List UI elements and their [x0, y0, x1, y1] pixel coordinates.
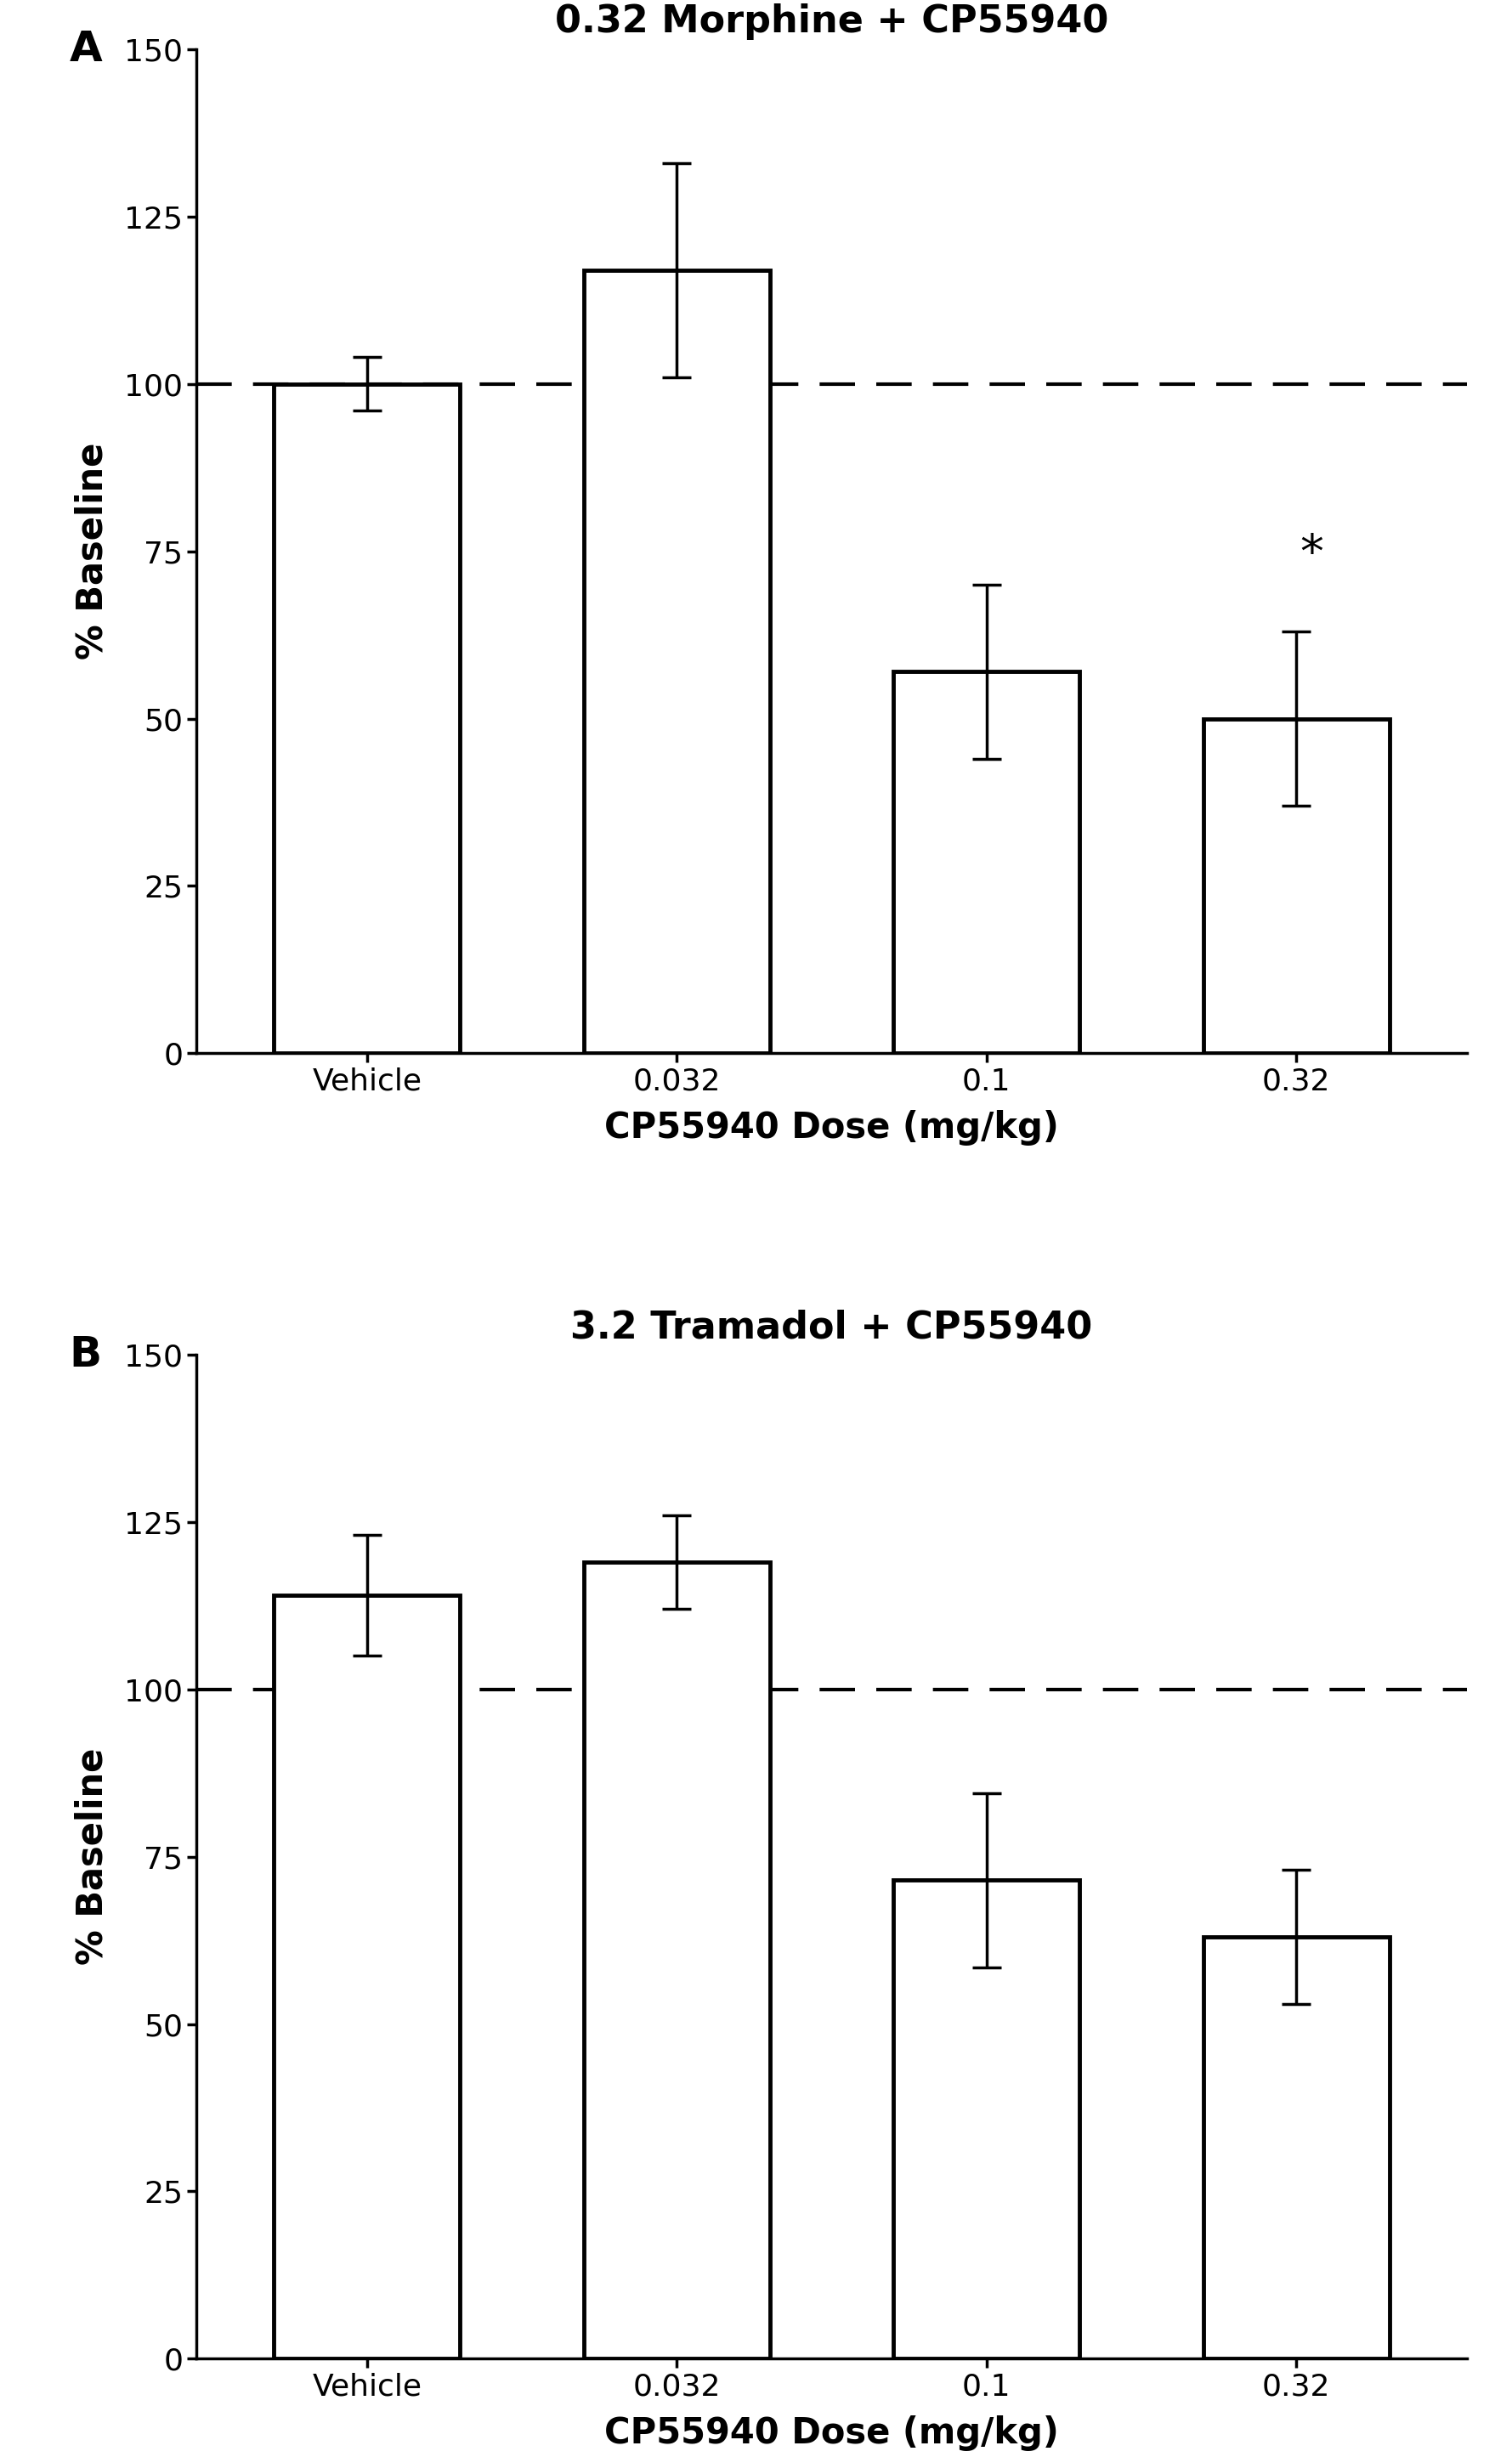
Y-axis label: % Baseline: % Baseline — [74, 442, 110, 661]
Bar — [584, 1563, 770, 2359]
Bar — [894, 671, 1080, 1054]
Bar — [894, 1880, 1080, 2359]
Bar — [1204, 1936, 1390, 2359]
Bar — [274, 383, 460, 1054]
X-axis label: CP55940 Dose (mg/kg): CP55940 Dose (mg/kg) — [605, 1111, 1058, 1145]
Bar — [274, 1595, 460, 2359]
Bar — [1204, 717, 1390, 1054]
Text: *: * — [1300, 533, 1323, 577]
Bar — [584, 270, 770, 1054]
Y-axis label: % Baseline: % Baseline — [74, 1747, 110, 1966]
Title: 0.32 Morphine + CP55940: 0.32 Morphine + CP55940 — [555, 5, 1108, 39]
Text: A: A — [70, 29, 103, 69]
X-axis label: CP55940 Dose (mg/kg): CP55940 Dose (mg/kg) — [605, 2415, 1058, 2452]
Title: 3.2 Tramadol + CP55940: 3.2 Tramadol + CP55940 — [570, 1310, 1093, 1346]
Text: B: B — [70, 1334, 101, 1376]
